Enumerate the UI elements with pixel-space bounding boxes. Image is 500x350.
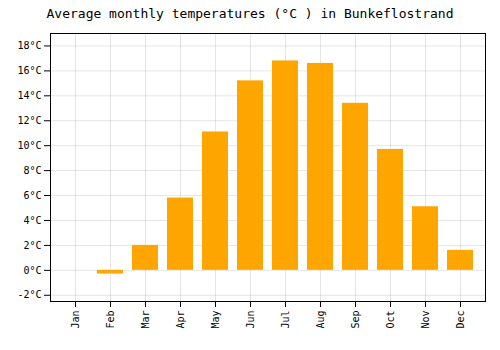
svg-text:8°C: 8°C: [23, 165, 41, 176]
html-text:Average monthly temperatures (: Average monthly temperatures (°C ) in Bu…: [46, 6, 454, 21]
svg-text:2°C: 2°C: [23, 240, 41, 251]
svg-text:Jan: Jan: [70, 311, 81, 329]
svg-text:Jul: Jul: [280, 311, 291, 329]
svg-text:12°C: 12°C: [17, 115, 41, 126]
svg-text:18°C: 18°C: [17, 40, 41, 51]
svg-text:Mar: Mar: [140, 311, 151, 329]
svg-text:Oct: Oct: [385, 311, 396, 329]
svg-text:0°C: 0°C: [23, 265, 41, 276]
svg-text:16°C: 16°C: [17, 65, 41, 76]
svg-text:Dec: Dec: [455, 311, 466, 329]
svg-text:Nov: Nov: [420, 311, 431, 329]
svg-text:Apr: Apr: [175, 311, 186, 329]
svg-text:Sep: Sep: [350, 311, 361, 329]
svg-text:May: May: [210, 311, 221, 329]
svg-text:Aug: Aug: [315, 311, 326, 329]
svg-text:6°C: 6°C: [23, 190, 41, 201]
svg-text:-2°C: -2°C: [17, 289, 41, 300]
svg-text:10°C: 10°C: [17, 140, 41, 151]
svg-text:Feb: Feb: [105, 311, 116, 329]
svg-text:14°C: 14°C: [17, 90, 41, 101]
svg-text:Jun: Jun: [245, 311, 256, 329]
svg-text:4°C: 4°C: [23, 215, 41, 226]
